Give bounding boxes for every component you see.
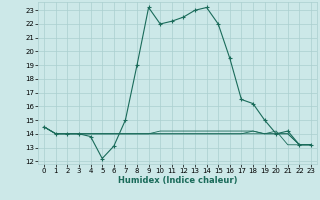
X-axis label: Humidex (Indice chaleur): Humidex (Indice chaleur) — [118, 176, 237, 185]
